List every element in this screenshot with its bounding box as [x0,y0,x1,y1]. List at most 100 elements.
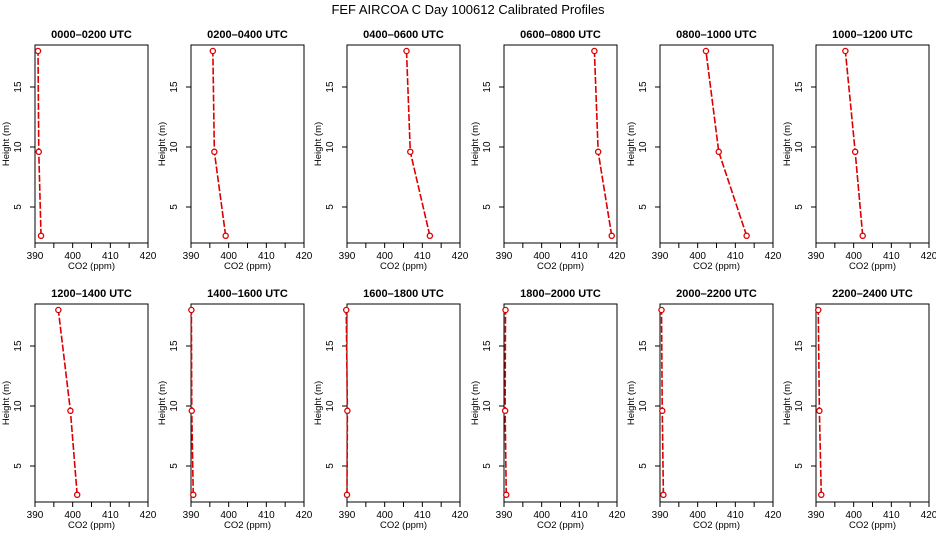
data-point [343,491,351,499]
data-point [37,232,45,240]
data-point [403,47,410,55]
x-tick-label: 390 [27,510,44,521]
x-tick-label: 410 [414,251,431,262]
data-point [658,306,665,314]
panel-title: 0400–0600 UTC [363,29,444,41]
data-point [190,491,197,499]
profile-line [57,309,78,495]
profile-line [345,309,349,495]
y-axis-label: Height (m) [470,381,481,425]
x-tick-label: 390 [652,251,669,262]
x-tick-label: 400 [376,510,393,521]
y-tick-label: 10 [638,141,649,153]
x-axis-label: CO2 (ppm) [380,261,427,272]
data-point [222,232,229,240]
x-tick-label: 410 [102,510,119,521]
data-point [344,407,351,415]
plot-frame [815,303,930,503]
x-tick-label: 400 [845,251,862,262]
panel-7: 1200–1400 UTC 390 400 410 420 5 10 15 CO2 (ppm) H… [1,288,157,531]
data-point [342,306,350,314]
y-tick-label: 10 [482,141,493,153]
profile-line [844,50,864,236]
y-tick-label: 15 [169,81,180,93]
x-axis-label: CO2 (ppm) [849,520,896,531]
x-tick-label: 410 [883,251,900,262]
y-tick-label: 5 [638,204,649,210]
x-tick-label: 420 [296,251,313,262]
y-axis-label: Height (m) [1,122,12,166]
profile-line [504,309,508,495]
data-point [501,407,509,415]
y-tick-label: 15 [13,340,24,352]
y-tick-label: 5 [482,463,493,469]
x-tick-label: 400 [220,251,237,262]
x-tick-label: 420 [452,251,469,262]
data-point [608,232,615,240]
x-axis-label: CO2 (ppm) [537,261,584,272]
x-tick-label: 400 [689,251,706,262]
y-tick-label: 10 [482,400,493,412]
profile-line [705,50,748,237]
y-tick-label: 10 [13,141,24,153]
x-tick-label: 420 [765,251,782,262]
y-axis-label: Height (m) [782,381,793,425]
x-tick-label: 420 [452,510,469,521]
plot-frame [34,44,149,244]
panel-5: 0800–1000 UTC 390 400 410 420 5 10 15 CO2 (ppm) H… [626,29,782,272]
x-axis-label: CO2 (ppm) [224,261,271,272]
panel-12: 2200–2400 UTC 390 400 410 420 5 10 15 CO2 (ppm) H… [782,288,936,531]
x-tick-label: 420 [140,510,157,521]
profile-line [405,50,431,236]
x-tick-label: 390 [27,251,44,262]
data-point [851,148,859,156]
panel-title: 0000–0200 UTC [51,29,132,41]
panel-title: 0800–1000 UTC [676,29,757,41]
x-axis-label: CO2 (ppm) [537,520,584,531]
x-tick-label: 410 [727,510,744,521]
panel-11: 2000–2200 UTC 390 400 410 420 5 10 15 CO2 (ppm) H… [626,288,782,531]
y-tick-label: 15 [13,81,24,93]
x-axis-label: CO2 (ppm) [224,520,271,531]
x-tick-label: 410 [571,251,588,262]
data-point [594,148,602,156]
x-axis-label: CO2 (ppm) [849,261,896,272]
data-point [660,491,667,499]
x-tick-label: 420 [765,510,782,521]
plot-frame [190,303,305,503]
x-tick-label: 390 [183,251,200,262]
plot-frame [659,44,774,244]
y-axis-label: Height (m) [782,122,793,166]
plot-frame [503,44,618,244]
data-point [55,306,62,314]
x-tick-label: 400 [220,510,237,521]
x-tick-label: 420 [140,251,157,262]
x-tick-label: 400 [689,510,706,521]
data-point [702,47,710,55]
y-tick-label: 5 [794,204,805,210]
y-tick-label: 10 [638,400,649,412]
plot-frame [659,303,774,503]
x-tick-label: 400 [533,510,550,521]
y-tick-label: 15 [482,340,493,352]
x-tick-label: 410 [414,510,431,521]
y-tick-label: 10 [325,400,336,412]
x-tick-label: 410 [258,510,275,521]
y-tick-label: 10 [169,400,180,412]
profile-line [593,50,613,236]
y-tick-label: 10 [13,400,24,412]
y-tick-label: 5 [638,463,649,469]
y-axis-label: Height (m) [626,122,637,166]
panel-9: 1600–1800 UTC 390 400 410 420 5 10 15 CO2 (ppm) H… [313,288,469,531]
data-point [35,148,43,156]
data-point [842,47,849,55]
y-tick-label: 15 [638,340,649,352]
x-tick-label: 410 [883,510,900,521]
y-tick-label: 15 [325,340,336,352]
data-point [34,47,42,55]
y-tick-label: 5 [794,463,805,469]
y-tick-label: 5 [13,204,24,210]
x-tick-label: 420 [921,510,936,521]
